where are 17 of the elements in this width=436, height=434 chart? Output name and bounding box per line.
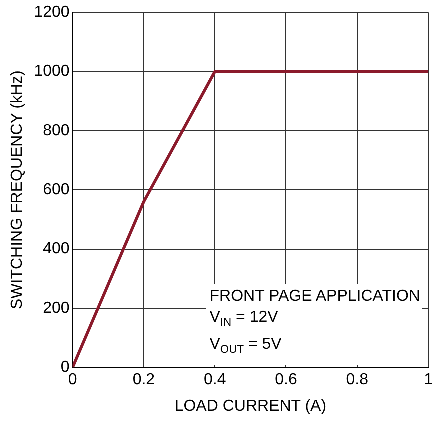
x-tick-label: 0.8 [346, 372, 369, 389]
y-tick-label: 0 [60, 359, 70, 376]
x-tick-label: 1 [424, 372, 434, 389]
y-tick-label: 1000 [34, 63, 70, 80]
annotation: FRONT PAGE APPLICATION [210, 286, 420, 307]
x-tick-label: 0.2 [132, 372, 156, 389]
annotation: V$_{IN}$ = 12V [210, 308, 280, 331]
x-tick-label: 0.4 [204, 372, 226, 389]
y-tick-label: 400 [43, 240, 70, 258]
annotation: V$_{OUT}$ = 5V [210, 334, 283, 358]
y-tick-label: 800 [43, 122, 70, 140]
y-tick-label: 1200 [34, 4, 70, 22]
y-tick-label: 600 [43, 182, 70, 199]
y-axis-title: SWITCHING FREQUENCY (kHz) [9, 70, 26, 310]
x-tick-label: 0.6 [275, 372, 298, 389]
y-tick-label: 200 [43, 300, 70, 317]
x-axis-title: LOAD CURRENT (A) [174, 398, 327, 415]
